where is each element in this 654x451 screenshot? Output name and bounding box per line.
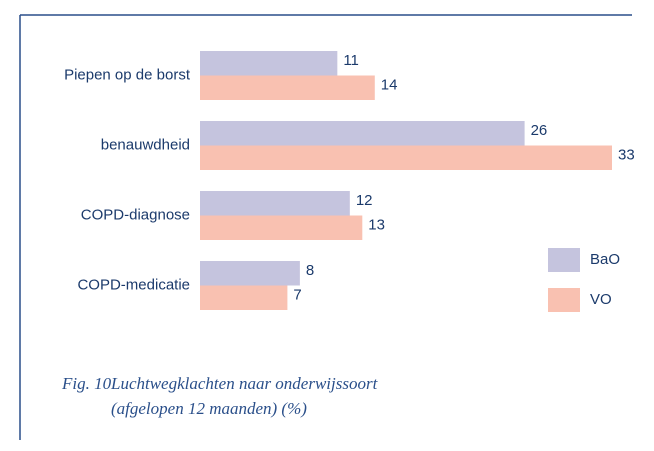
chart-subtitle: (afgelopen 12 maanden) (%) — [111, 399, 307, 418]
data-label: 33 — [618, 147, 635, 164]
bar — [200, 191, 350, 216]
data-label: 7 — [293, 287, 301, 304]
y-tick-label: COPD-diagnose — [81, 206, 190, 223]
legend-swatch — [548, 248, 580, 272]
bar — [200, 121, 525, 146]
bar — [200, 215, 363, 240]
y-tick-label: benauwdheid — [101, 136, 190, 153]
data-label: 26 — [531, 122, 548, 139]
data-label: 12 — [356, 192, 373, 209]
data-label: 8 — [306, 262, 314, 279]
legend-label: VO — [590, 291, 612, 308]
y-tick-label: COPD-medicatie — [77, 276, 190, 293]
legend-swatch — [548, 288, 580, 312]
bar — [200, 51, 338, 76]
legend-label: BaO — [590, 251, 620, 268]
bar — [200, 75, 375, 100]
data-label: 14 — [381, 77, 398, 94]
bar — [200, 145, 612, 170]
figure-label: Fig. 10 — [61, 374, 112, 393]
chart-title: Luchtwegklachten naar onderwijssoort — [110, 374, 379, 393]
data-label: 11 — [343, 52, 359, 69]
data-label: 13 — [368, 217, 385, 234]
bar — [200, 261, 300, 286]
y-tick-label: Piepen op de borst — [64, 66, 191, 83]
bar — [200, 285, 288, 310]
